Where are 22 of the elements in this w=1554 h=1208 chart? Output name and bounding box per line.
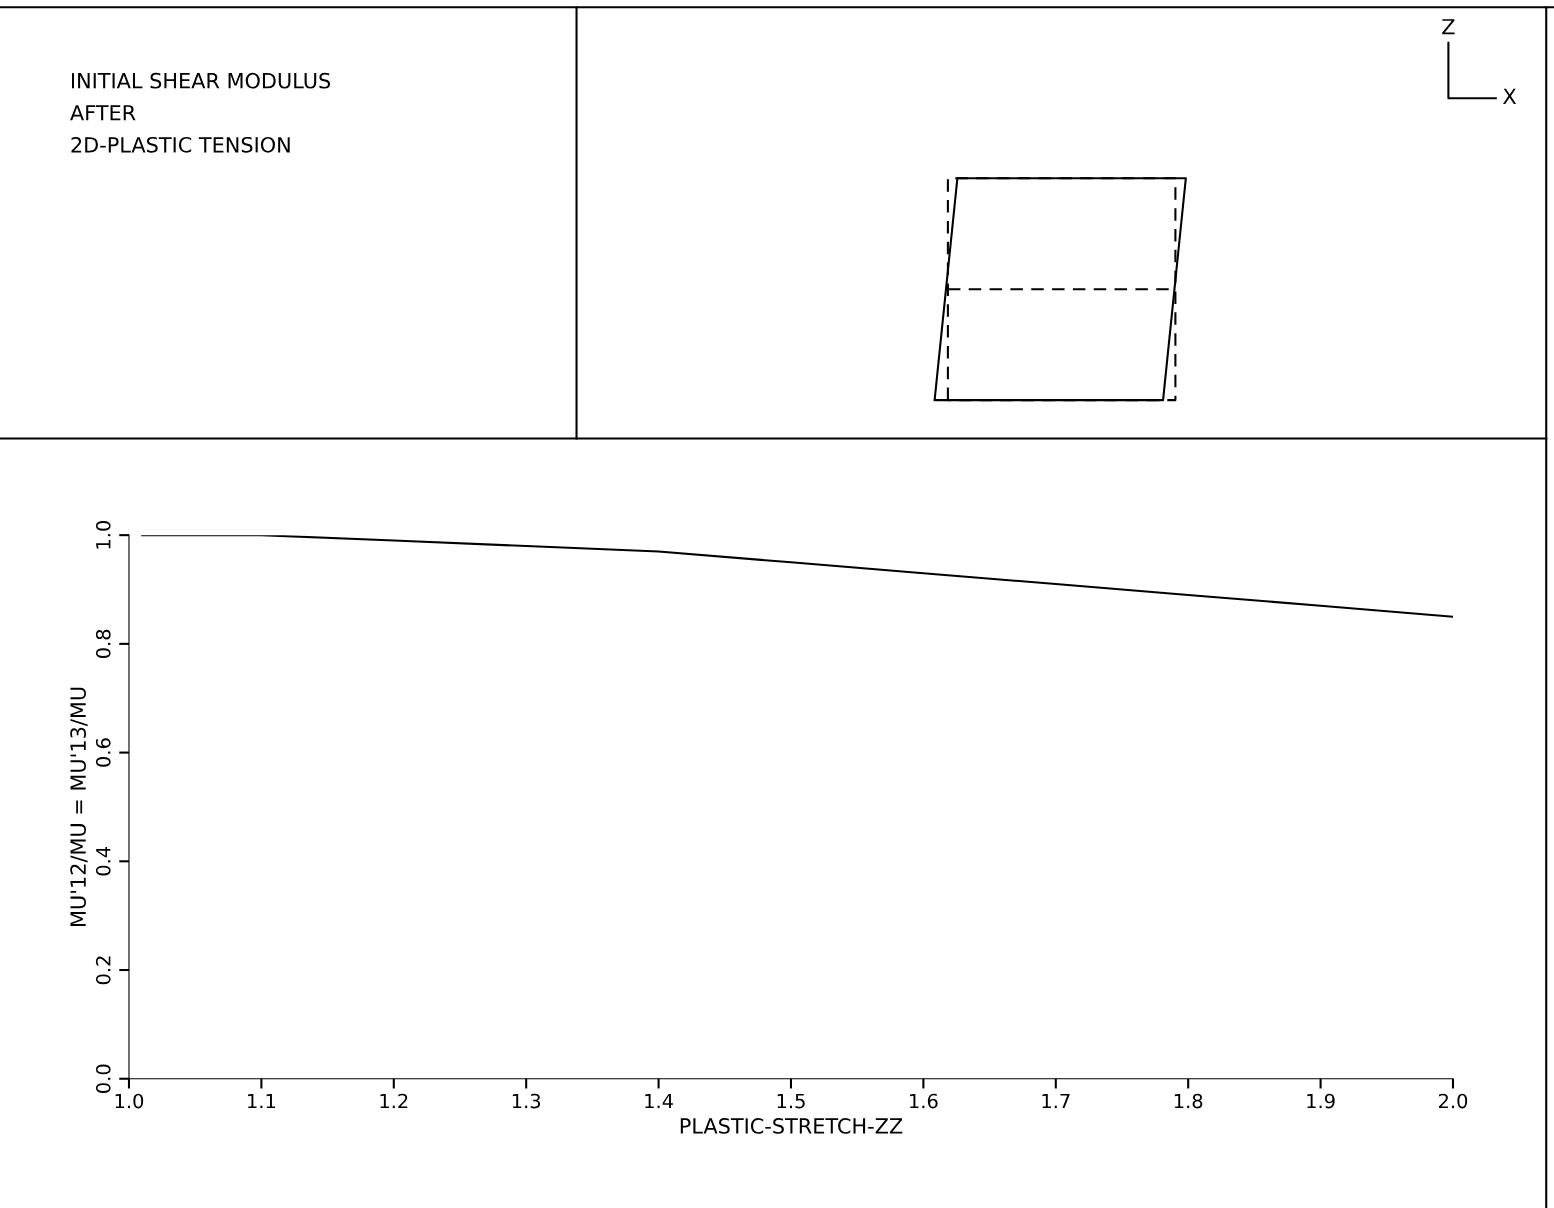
x-tick-label: 1.9 (1307, 1093, 1335, 1109)
y-tick-label: 0.0 (95, 1064, 111, 1093)
text: X (1503, 88, 1517, 104)
x-tick-label: 1.2 (380, 1093, 408, 1109)
chart-title: INITIAL SHEAR MODULUS AFTER 2D-PLASTIC TENSION (70, 72, 331, 153)
x-tick-label: 2.0 (1438, 1093, 1468, 1109)
y-tick-label: 0.6 (95, 738, 111, 767)
x-tick-label: 1.7 (1042, 1093, 1070, 1109)
y-tick-label: 0.4 (95, 846, 111, 876)
x-tick-label: 1.5 (777, 1093, 805, 1109)
x-axis-title: PLASTIC-STRETCH-ZZ (680, 1118, 903, 1134)
x-tick-label: 1.4 (645, 1093, 673, 1109)
y-tick-label: 0.2 (95, 956, 111, 985)
x-tick-label: 1.6 (910, 1093, 938, 1109)
x-tick-label: 1.0 (115, 1093, 144, 1109)
y-tick-label: 1.0 (95, 520, 111, 549)
x-tick-label: 1.3 (512, 1093, 541, 1109)
x-tick-label: 1.1 (248, 1093, 276, 1109)
y-axis-title: MU'12/MU = MU'13/MU (70, 687, 88, 926)
y-tick-label: 0.8 (95, 629, 111, 659)
x-tick-label: 1.8 (1174, 1093, 1203, 1109)
text: Z (1442, 19, 1455, 35)
